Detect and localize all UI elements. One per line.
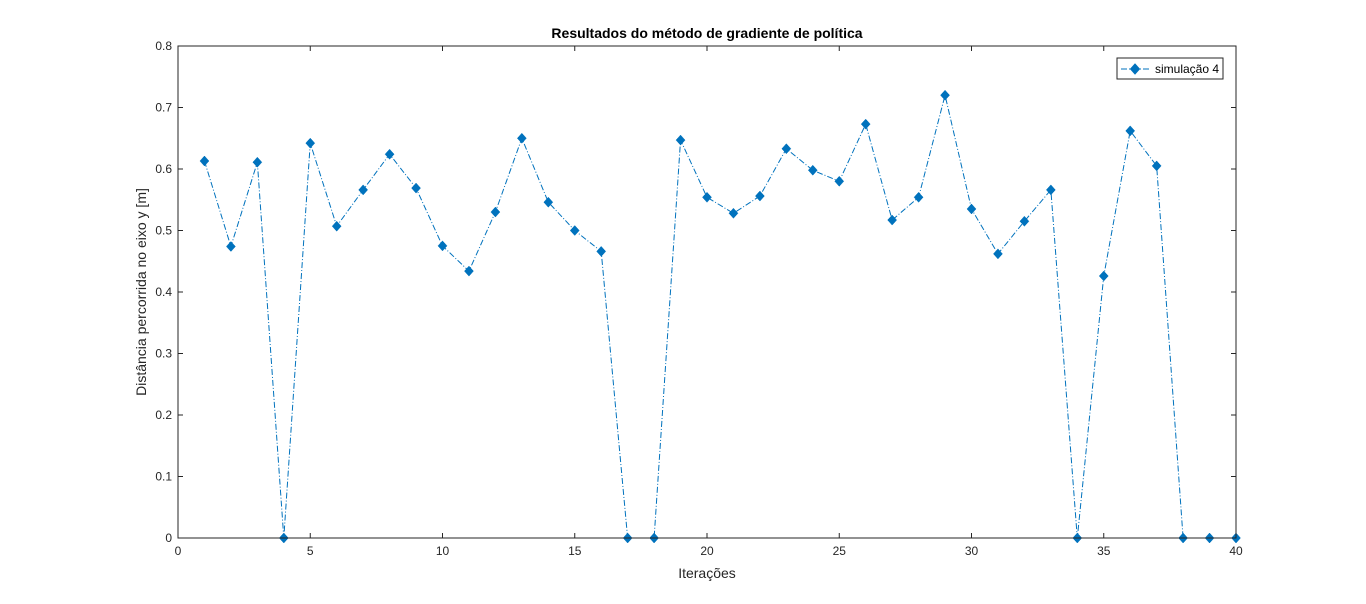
legend-box bbox=[1116, 57, 1224, 80]
data-point-marker bbox=[226, 241, 236, 252]
legend-marker-diamond bbox=[1129, 63, 1141, 75]
y-tick-label: 0.7 bbox=[155, 101, 172, 115]
data-point-marker bbox=[966, 203, 977, 215]
data-point-marker bbox=[490, 206, 501, 218]
data-point-marker bbox=[411, 182, 421, 194]
data-point-marker bbox=[252, 156, 263, 168]
data-point-marker bbox=[702, 191, 712, 203]
y-tick-label: 0.1 bbox=[155, 470, 172, 484]
data-series bbox=[199, 89, 1241, 544]
y-tick-label: 0.2 bbox=[155, 408, 172, 422]
y-tick-label: 0.3 bbox=[155, 347, 172, 361]
data-point-marker bbox=[569, 225, 580, 236]
data-point-marker bbox=[437, 240, 448, 252]
data-point-marker bbox=[1151, 160, 1162, 172]
y-tick-label: 0.4 bbox=[155, 285, 172, 299]
data-point-marker bbox=[1019, 215, 1030, 227]
plot-area bbox=[178, 46, 1236, 538]
data-point-marker bbox=[199, 155, 210, 167]
data-point-marker bbox=[331, 220, 342, 232]
data-point-marker bbox=[1098, 270, 1109, 282]
x-tick-label: 15 bbox=[568, 544, 582, 558]
y-tick-label: 0 bbox=[165, 531, 172, 545]
data-point-marker bbox=[464, 265, 474, 277]
data-point-marker bbox=[781, 143, 792, 155]
x-tick-label: 35 bbox=[1097, 544, 1111, 558]
y-tick-label: 0.6 bbox=[155, 162, 172, 176]
legend-series-name: simulação 4 bbox=[1155, 62, 1219, 76]
data-point-marker bbox=[834, 175, 845, 187]
x-tick-label: 20 bbox=[700, 544, 714, 558]
data-point-marker bbox=[384, 148, 395, 160]
legend: simulação 4 bbox=[1116, 57, 1224, 80]
x-tick-label: 10 bbox=[436, 544, 450, 558]
y-axis-label: Distância percorrida no eixo y [m] bbox=[133, 188, 149, 396]
axes-box bbox=[177, 45, 1237, 539]
x-tick-label: 0 bbox=[175, 544, 182, 558]
data-point-marker bbox=[913, 191, 924, 203]
data-point-marker bbox=[807, 164, 818, 176]
data-point-marker bbox=[675, 134, 686, 146]
y-tick-label: 0.5 bbox=[155, 224, 172, 238]
x-tick-label: 40 bbox=[1229, 544, 1243, 558]
chart-title: Resultados do método de gradiente de pol… bbox=[551, 25, 862, 41]
data-point-marker bbox=[596, 246, 607, 257]
data-point-marker bbox=[860, 118, 871, 130]
data-point-marker bbox=[358, 184, 368, 196]
data-point-marker bbox=[543, 196, 554, 208]
data-point-marker bbox=[755, 190, 765, 202]
data-point-marker bbox=[940, 89, 950, 101]
data-point-marker bbox=[887, 214, 897, 226]
y-tick-label: 0.8 bbox=[155, 39, 172, 53]
x-tick-label: 30 bbox=[965, 544, 979, 558]
data-point-marker bbox=[517, 132, 527, 144]
x-axis-label: Iterações bbox=[678, 565, 736, 581]
data-point-marker bbox=[728, 207, 739, 219]
data-point-marker bbox=[1125, 125, 1136, 137]
x-tick-label: 5 bbox=[307, 544, 314, 558]
axis-ticks: 0 5 10 15 20 25 30 35 40 0 0.1 0.2 0.3 0.4 0.5 0.6 0.7 0.… bbox=[155, 39, 1243, 558]
data-point-marker bbox=[993, 248, 1003, 260]
data-point-marker bbox=[1046, 184, 1056, 196]
series-line bbox=[203, 95, 1236, 539]
x-tick-label: 25 bbox=[833, 544, 847, 558]
data-point-marker bbox=[305, 137, 316, 149]
